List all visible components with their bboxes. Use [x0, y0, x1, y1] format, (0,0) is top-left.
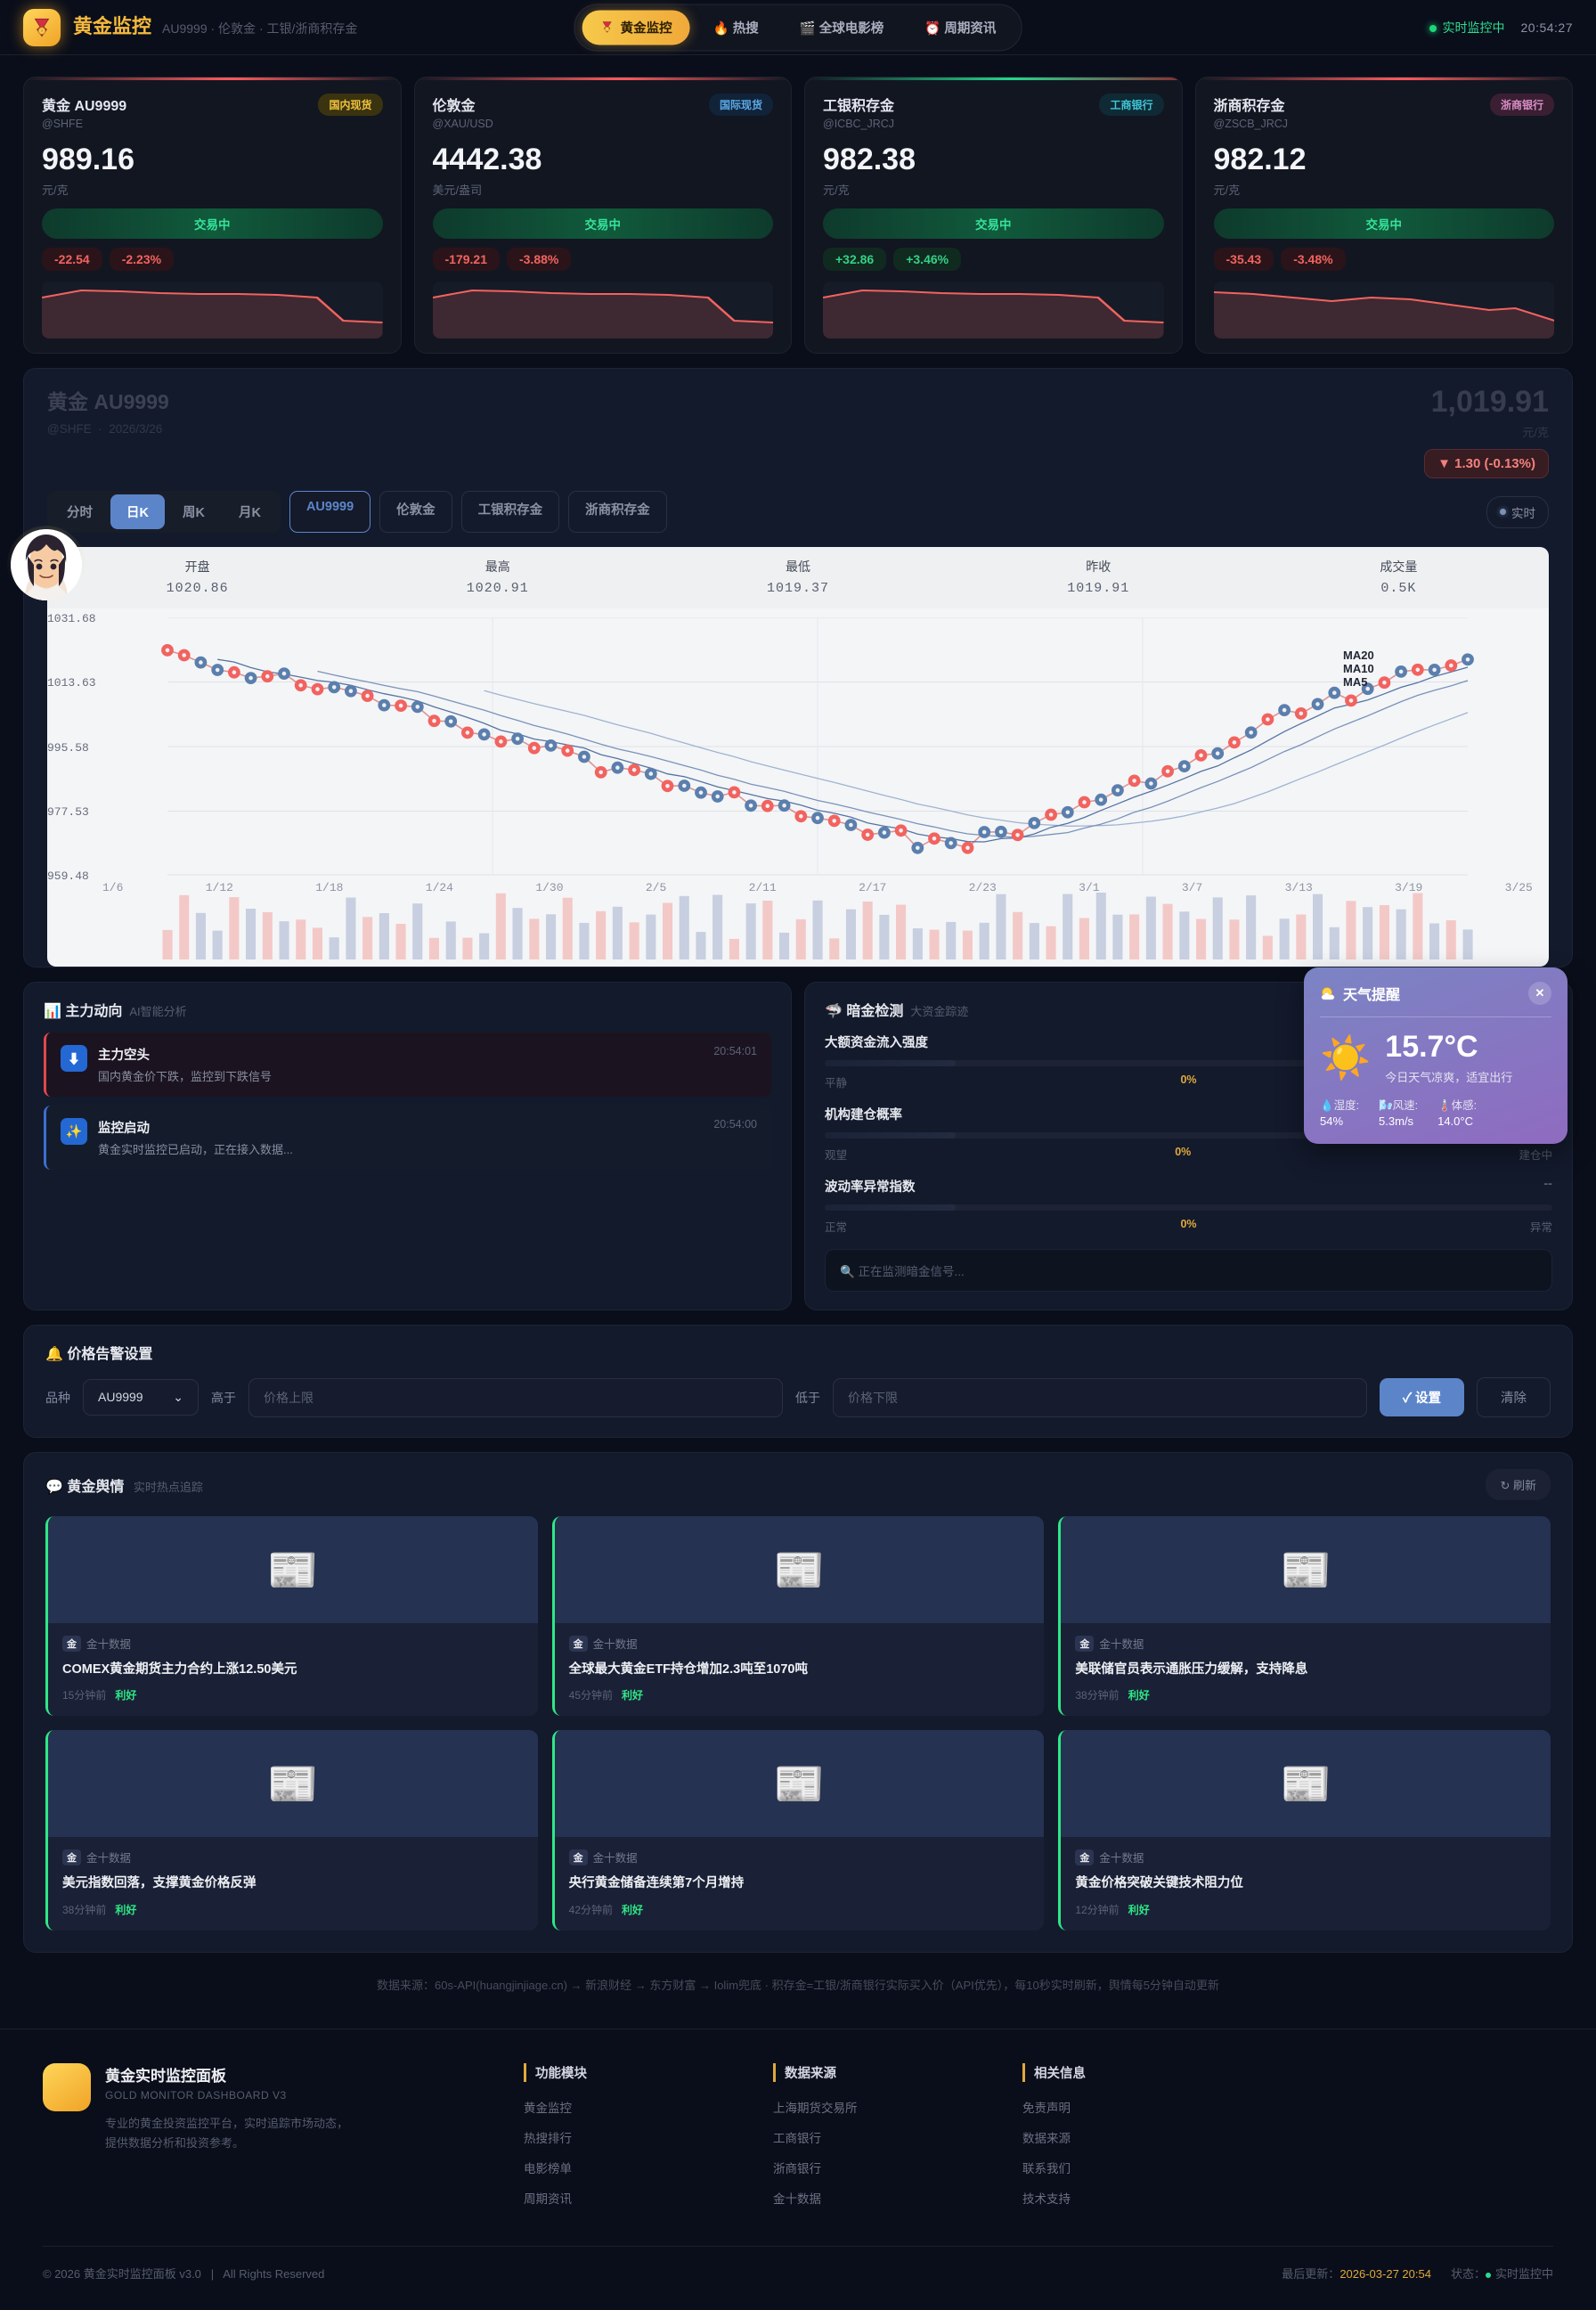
- svg-text:MA10: MA10: [1343, 662, 1374, 675]
- svg-text:!: !: [41, 29, 42, 33]
- svg-text:MA20: MA20: [1343, 649, 1374, 662]
- svg-text:MA5: MA5: [1343, 675, 1367, 689]
